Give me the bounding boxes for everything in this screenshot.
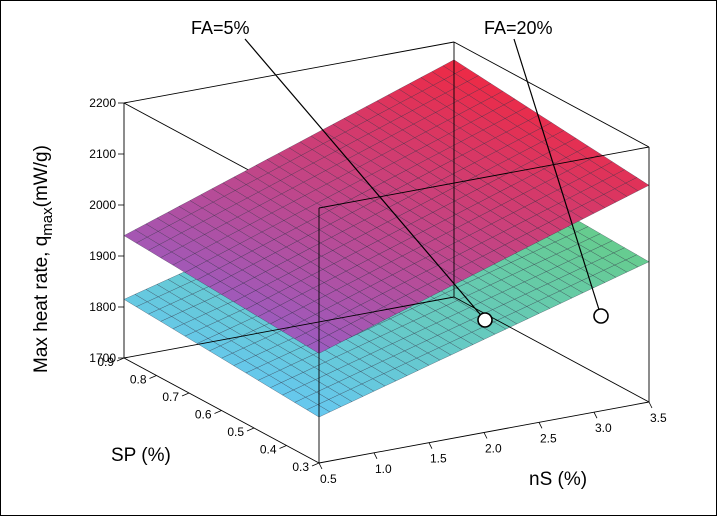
- x-tick-mark: [428, 442, 433, 449]
- box-edge: [123, 296, 455, 359]
- x-tick-mark: [593, 411, 598, 419]
- x-tick-mark: [538, 422, 543, 429]
- callout-line-fa-20: [513, 38, 602, 317]
- x-tick-mark: [318, 462, 323, 470]
- y-tick-label: 0.6: [195, 408, 212, 422]
- z-tick-label: 1800: [89, 300, 116, 314]
- z-axis-title: Max heat rate, qmax(mW/g): [31, 145, 56, 373]
- callout-label-fa-20: FA=20%: [484, 18, 553, 38]
- surface-fa-20: [123, 59, 650, 354]
- x-tick-mark: [373, 452, 378, 460]
- y-tick-mark: [116, 357, 125, 362]
- y-tick-label: 0.3: [292, 460, 309, 474]
- callouts: FA=5% FA=20%: [191, 18, 609, 328]
- y-tick-label: 0.8: [130, 373, 147, 387]
- y-tick-mark: [149, 375, 157, 379]
- z-tick-label: 2200: [89, 96, 116, 110]
- z-axis-title-sub: max: [39, 207, 56, 236]
- y-tick-label: 0.7: [162, 390, 179, 404]
- y-tick-label: 0.9: [97, 355, 114, 369]
- z-tick-label: 1900: [89, 249, 116, 263]
- x-tick-label: 3.5: [650, 411, 667, 425]
- x-tick-label: 2.0: [485, 442, 502, 456]
- z-axis-title-main: Max heat rate, q: [31, 236, 52, 373]
- x-tick-label: 0.5: [320, 472, 337, 486]
- z-tick-label: 2100: [89, 147, 116, 161]
- y-tick-mark: [279, 445, 287, 449]
- marker-fa-20: [593, 308, 609, 324]
- x-tick-label: 3.0: [595, 421, 612, 435]
- y-tick-mark: [246, 427, 255, 432]
- marker-fa-5: [477, 312, 493, 328]
- x-tick-label: 1.5: [430, 452, 447, 466]
- callout-line-fa-5: [244, 38, 486, 321]
- z-axis-title-unit: (mW/g): [31, 145, 52, 207]
- x-tick-mark: [483, 432, 488, 439]
- callout-label-fa-5: FA=5%: [191, 18, 250, 38]
- x-tick-mark: [648, 401, 653, 409]
- box-edge: [453, 41, 650, 148]
- axis-ticks: 0.5 1.0 1.5 2.0 2.5 3.0 3.5 0.3 0.4 0.5 0.6 0.7 0.8 0…: [89, 96, 667, 486]
- box-edge: [318, 146, 650, 209]
- y-tick-label: 0.5: [227, 425, 244, 439]
- x-axis-title: nS (%): [529, 469, 587, 490]
- x-tick-label: 1.0: [375, 462, 392, 476]
- y-tick-label: 0.4: [260, 443, 277, 457]
- y-tick-mark: [311, 462, 320, 467]
- box-edge: [123, 41, 455, 104]
- y-axis-title: SP (%): [111, 445, 171, 466]
- y-tick-mark: [214, 410, 222, 414]
- z-tick-label: 2000: [89, 198, 116, 212]
- x-tick-label: 2.5: [540, 431, 557, 445]
- z-tick-label: 1700: [89, 351, 116, 365]
- y-tick-mark: [181, 392, 190, 397]
